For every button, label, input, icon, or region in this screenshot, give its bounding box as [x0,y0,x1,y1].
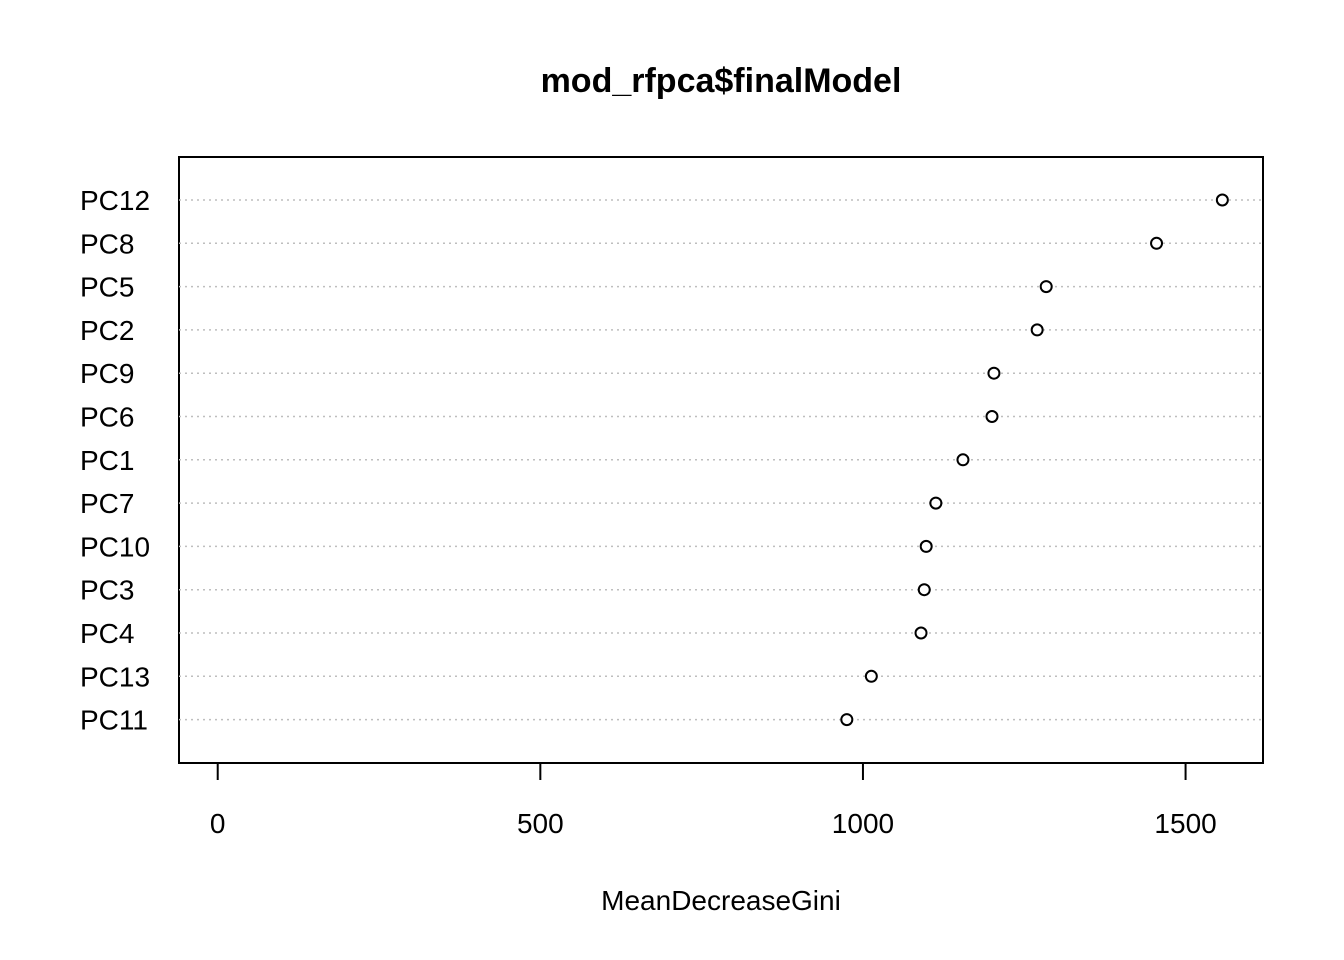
category-label-pc12: PC12 [80,185,150,216]
x-tick-label-1000: 1000 [832,808,894,839]
point-pc4 [914,626,928,640]
category-label-pc3: PC3 [80,575,134,606]
point-pc1 [956,453,970,467]
category-labels: PC12 PC8 PC5 PC2 PC9 PC6 PC1 PC7 PC10 PC3 PC4 PC13 P… [80,185,150,736]
point-pc10 [919,539,933,553]
grid-lines [179,199,1263,721]
point-pc7 [929,496,943,510]
point-pc3 [917,583,931,597]
point-pc8 [1150,236,1164,250]
point-pc12 [1215,193,1229,207]
point-pc2 [1030,323,1044,337]
point-pc6 [985,410,999,423]
category-label-pc2: PC2 [80,315,134,346]
x-axis: 0 500 1000 1500 [210,762,1217,839]
category-label-pc7: PC7 [80,488,134,519]
x-tick-label-1500: 1500 [1154,808,1216,839]
category-label-pc6: PC6 [80,402,134,433]
category-label-pc5: PC5 [80,272,134,303]
x-tick-label-0: 0 [210,808,226,839]
point-pc5 [1039,280,1053,294]
category-label-pc10: PC10 [80,531,150,562]
data-points [840,193,1229,727]
category-label-pc13: PC13 [80,661,150,692]
category-label-pc9: PC9 [80,358,134,389]
category-label-pc1: PC1 [80,445,134,476]
x-tick-label-500: 500 [517,808,564,839]
category-label-pc8: PC8 [80,228,134,259]
point-pc13 [864,669,878,683]
category-label-pc11: PC11 [80,705,148,736]
category-label-pc4: PC4 [80,618,134,649]
point-pc11 [840,713,854,727]
point-pc9 [987,366,1001,380]
x-axis-label: MeanDecreaseGini [601,885,841,916]
chart-title: mod_rfpca$finalModel [541,62,902,100]
